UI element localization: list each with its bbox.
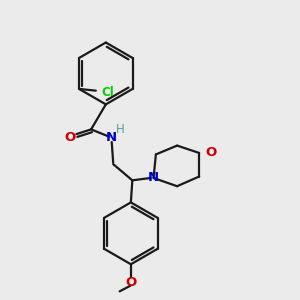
Text: O: O — [125, 276, 136, 289]
Text: H: H — [116, 123, 125, 136]
Text: N: N — [106, 131, 117, 144]
Text: O: O — [64, 130, 75, 143]
Text: N: N — [148, 172, 159, 184]
Text: Cl: Cl — [102, 86, 115, 99]
Text: O: O — [205, 146, 216, 159]
